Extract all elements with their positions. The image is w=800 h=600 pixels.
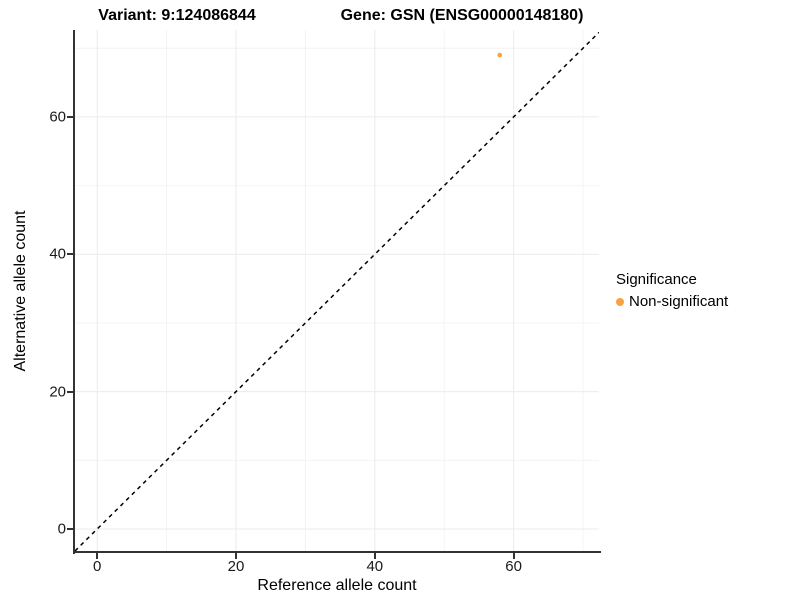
x-tick-label: 20 bbox=[227, 558, 245, 575]
y-tick-label: 60 bbox=[49, 108, 66, 126]
x-tick-mark bbox=[373, 553, 376, 559]
y-axis-label: Alternative allele count bbox=[12, 210, 29, 372]
legend-item: Non-significant bbox=[616, 293, 728, 310]
plot-panel bbox=[75, 30, 599, 552]
x-axis-line bbox=[73, 551, 601, 553]
legend: Significance Non-significant bbox=[616, 271, 728, 310]
data-point bbox=[497, 52, 503, 58]
non-significant-swatch-icon bbox=[616, 297, 624, 306]
gene-title: Gene: GSN (ENSG00000148180) bbox=[340, 7, 584, 24]
identity-line bbox=[75, 31, 599, 552]
y-tick-mark bbox=[67, 390, 73, 393]
variant-title: Variant: 9:124086844 bbox=[98, 7, 256, 24]
y-tick-mark bbox=[67, 253, 73, 256]
x-tick-mark bbox=[96, 553, 99, 559]
y-tick-mark bbox=[67, 115, 73, 118]
x-tick-mark bbox=[512, 553, 515, 559]
y-tick-label: 40 bbox=[49, 245, 66, 263]
y-tick-label: 0 bbox=[57, 520, 66, 538]
x-tick-label: 40 bbox=[366, 558, 384, 575]
x-tick-mark bbox=[235, 553, 238, 559]
x-axis-label: Reference allele count bbox=[257, 577, 417, 594]
y-tick-label: 20 bbox=[49, 383, 66, 401]
x-tick-label: 60 bbox=[505, 558, 522, 575]
legend-item-label: Non-significant bbox=[629, 293, 729, 310]
x-tick-label: 0 bbox=[93, 558, 102, 575]
plot-canvas bbox=[75, 30, 599, 552]
y-axis-line bbox=[73, 30, 75, 554]
legend-title: Significance bbox=[616, 271, 697, 288]
y-tick-mark bbox=[67, 527, 73, 530]
